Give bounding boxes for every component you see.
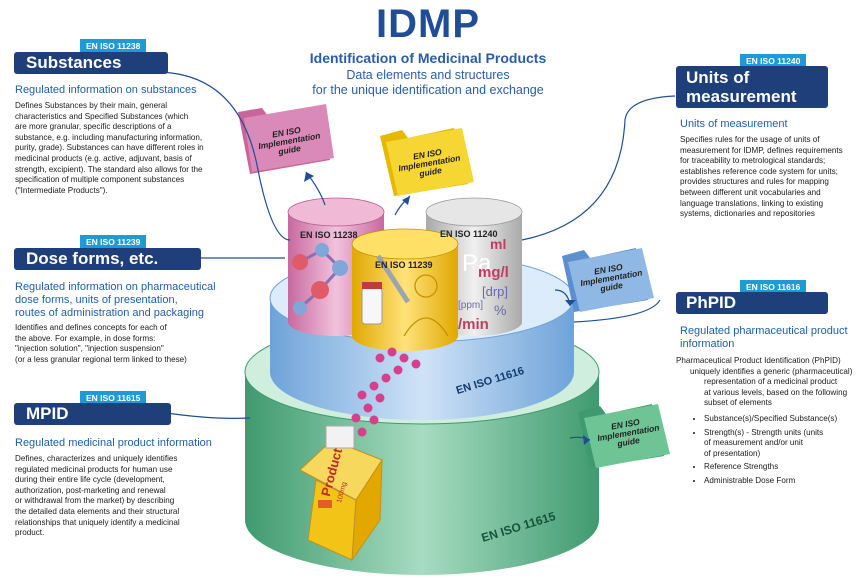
person-icon bbox=[403, 274, 449, 337]
page-subtitle: Identification of Medicinal Products bbox=[309, 50, 547, 66]
cylinder-label-11240: EN ISO 11240 bbox=[440, 229, 498, 239]
body-line: systems, dictionaries and repositories bbox=[680, 209, 815, 219]
body-line: characteristics and Specified Substances… bbox=[15, 111, 189, 121]
page-tagline: Data elements and structures for the uni… bbox=[0, 68, 856, 98]
product-box bbox=[299, 425, 383, 562]
tablets-icon bbox=[351, 347, 421, 437]
arrowhead bbox=[304, 172, 590, 445]
section-header-mpid: MPID bbox=[14, 403, 171, 425]
iso-tag: EN ISO 11238 bbox=[80, 39, 147, 53]
bullet-item: Administrable Dose Form bbox=[704, 476, 856, 487]
folder-icon bbox=[380, 128, 474, 196]
unit-text: [ppm] bbox=[458, 300, 484, 311]
body-line: (or a less granular regional term linked… bbox=[15, 354, 187, 364]
section-body: Defines, characterizes and uniquely iden… bbox=[15, 454, 235, 539]
cylinder-label-11238: EN ISO 11238 bbox=[300, 230, 358, 240]
section-body: Specifies rules for the usage of units o… bbox=[680, 135, 850, 220]
section-header-substances: Substances bbox=[14, 52, 168, 74]
subtitle-line: dose forms, units of presentation, bbox=[15, 294, 178, 306]
section-header-dose-forms: Dose forms, etc. bbox=[14, 248, 201, 270]
bullet-item: Strength(s) - Strength units (units of m… bbox=[704, 428, 856, 460]
section-body: Identifies and defines concepts for each… bbox=[15, 323, 235, 365]
body-line: during their entire life cycle (developm… bbox=[15, 475, 165, 485]
body-line: establishes reference code system for un… bbox=[680, 166, 838, 176]
phpid-bullets: Substance(s)/Specified Substance(s) Stre… bbox=[692, 414, 856, 490]
section-body: Pharmaceutical Product Identification (P… bbox=[676, 356, 854, 409]
arrow bbox=[154, 71, 676, 441]
body-line: specification of multiple component subs… bbox=[15, 175, 185, 185]
tagline-line: Data elements and structures bbox=[346, 68, 510, 82]
body-line: "injection solution", "injection suspens… bbox=[15, 344, 164, 354]
section-subtitle: Regulated medicinal product information bbox=[15, 437, 212, 449]
body-line: uniquely identifies a generic (pharmaceu… bbox=[690, 366, 853, 376]
body-line: between different unit vocabularies and bbox=[680, 187, 821, 197]
body-line: purity, grade). Substances can have diff… bbox=[15, 143, 204, 153]
iso-tag: EN ISO 11240 bbox=[740, 54, 807, 68]
unit-text: mg/l bbox=[478, 264, 509, 281]
body-line: or withdrawal from the market) by descri… bbox=[15, 496, 175, 506]
page-title: IDMP bbox=[376, 2, 480, 46]
unit-text: % bbox=[494, 302, 507, 318]
section-header-phpid: PhPID bbox=[676, 292, 828, 314]
header-line: measurement bbox=[686, 87, 797, 106]
body-line: are more granular, specific descriptions… bbox=[15, 122, 172, 132]
body-line: Pharmaceutical Product Identification (P… bbox=[676, 356, 841, 365]
body-line: Defines Substances by their main, genera… bbox=[15, 101, 168, 110]
unit-text: Pa bbox=[462, 250, 492, 277]
body-line: medicinal products (e.g. active, adjuvan… bbox=[15, 153, 192, 163]
section-subtitle: Regulated information on substances bbox=[15, 84, 197, 96]
unit-text: ml bbox=[490, 236, 507, 252]
iso-tag: EN ISO 11616 bbox=[740, 280, 807, 294]
unit-text: /min bbox=[458, 316, 489, 333]
bullet-item: Reference Strengths bbox=[704, 462, 856, 473]
body-line: language translations, linking to existi… bbox=[680, 198, 824, 208]
folder-icon bbox=[238, 104, 334, 174]
bullet-item: Substance(s)/Specified Substance(s) bbox=[704, 414, 856, 425]
body-line: for traceability to metrological standar… bbox=[680, 156, 826, 166]
body-line: authorization, post-marketing and renewa… bbox=[15, 485, 166, 495]
body-line: Specifies rules for the usage of units o… bbox=[680, 135, 820, 144]
folder-icon bbox=[578, 404, 670, 468]
body-line: measurement for IDMP, defines requiremen… bbox=[680, 145, 843, 155]
body-line: the above. For example, in dose forms: bbox=[15, 333, 156, 343]
body-line: subset of elements bbox=[704, 398, 772, 408]
subtitle-line: Regulated pharmaceutical product bbox=[680, 325, 848, 337]
unit-text: [drp] bbox=[482, 284, 509, 299]
body-line: substance, e.g. including manufacturing … bbox=[15, 132, 203, 142]
subtitle-line: information bbox=[680, 338, 735, 350]
subtitle-line: Regulated information on pharmaceutical bbox=[15, 281, 216, 293]
body-line: ("Intermediate Products"). bbox=[15, 185, 108, 195]
section-header-units: Units of measurement bbox=[676, 66, 828, 108]
section-subtitle: Units of measurement bbox=[680, 118, 788, 130]
section-subtitle: Regulated pharmaceutical product informa… bbox=[680, 325, 848, 351]
cylinder-label-11239: EN ISO 11239 bbox=[375, 260, 433, 270]
body-line: representation of a medicinal product bbox=[704, 377, 838, 387]
body-line: the detailed data elements and their str… bbox=[15, 506, 180, 516]
iso-tag: EN ISO 11615 bbox=[80, 391, 147, 405]
subtitle-line: routes of administration and packaging bbox=[15, 307, 204, 319]
body-line: provides structures and rules for mappin… bbox=[680, 177, 829, 187]
body-line: at various levels, based on the followin… bbox=[704, 387, 848, 397]
iso-tag: EN ISO 11239 bbox=[80, 235, 147, 249]
section-subtitle: Regulated information on pharmaceutical … bbox=[15, 281, 216, 320]
folder-icon bbox=[562, 248, 654, 312]
section-body: Defines Substances by their main, genera… bbox=[15, 101, 225, 196]
body-line: Identifies and defines concepts for each… bbox=[15, 323, 167, 332]
header-line: Units of bbox=[686, 68, 750, 87]
tagline-line: for the unique identification and exchan… bbox=[312, 83, 544, 97]
body-line: product. bbox=[15, 528, 45, 538]
molecule-icon bbox=[292, 243, 348, 315]
vial-icon bbox=[361, 254, 411, 325]
body-line: regulated medicinal products for human u… bbox=[15, 464, 173, 474]
body-line: Defines, characterizes and uniquely iden… bbox=[15, 454, 178, 463]
body-line: strength, excipient). The standard also … bbox=[15, 164, 203, 174]
body-line: relationships that uniquely identify a m… bbox=[15, 517, 180, 527]
